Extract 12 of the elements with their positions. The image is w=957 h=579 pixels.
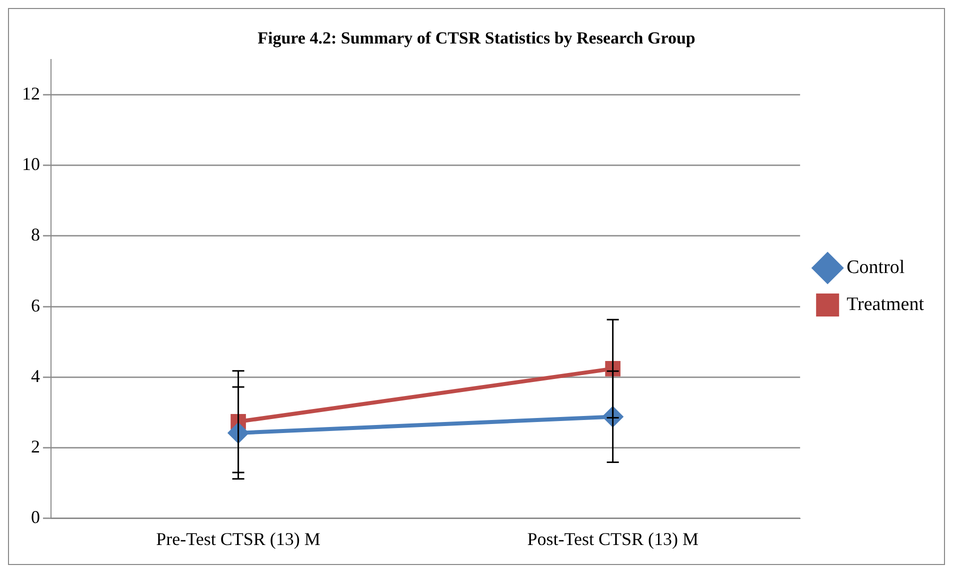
legend-label: Treatment xyxy=(846,294,925,315)
x-tick-label: Pre-Test CTSR (13) M xyxy=(156,528,320,549)
y-tick-label: 4 xyxy=(31,366,40,386)
x-tick-label: Post-Test CTSR (13) M xyxy=(527,528,698,549)
y-tick-label: 8 xyxy=(31,224,40,245)
y-tick-label: 2 xyxy=(31,436,40,457)
legend-label: Control xyxy=(846,256,905,278)
y-tick-label: 10 xyxy=(22,154,40,174)
y-tick-label: 0 xyxy=(31,507,40,528)
y-tick-label: 6 xyxy=(31,295,40,316)
y-tick-label: 12 xyxy=(22,83,40,104)
chart-title: Figure 4.2: Summary of CTSR Statistics by Research Group xyxy=(258,28,696,48)
